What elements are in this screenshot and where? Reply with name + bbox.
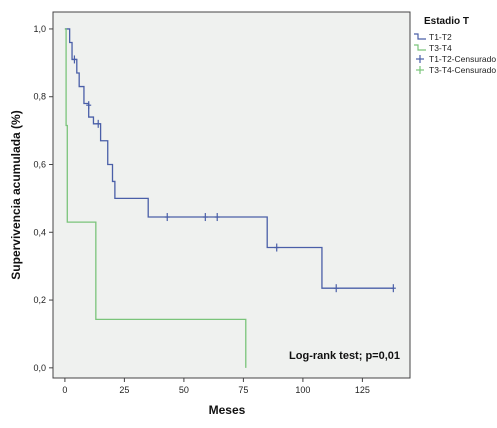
y-axis-title: Supervivencia acumulada (%) bbox=[9, 110, 23, 279]
censor-mark bbox=[86, 101, 92, 110]
y-tick-label: 0,2 bbox=[33, 295, 46, 305]
x-tick-label: 0 bbox=[62, 385, 67, 395]
censor-mark bbox=[71, 55, 77, 64]
legend-label: T3-T4 bbox=[429, 43, 452, 53]
x-tick-label: 100 bbox=[295, 385, 310, 395]
y-tick-label: 0,8 bbox=[33, 92, 46, 102]
legend-line-swatch bbox=[414, 44, 426, 51]
x-tick-label: 50 bbox=[179, 385, 189, 395]
legend-entry: T3-T4 bbox=[414, 43, 452, 53]
legend-entry: T1-T2-Censurado bbox=[416, 54, 496, 64]
x-tick-label: 125 bbox=[355, 385, 370, 395]
plot-background bbox=[52, 11, 411, 379]
log-rank-annotation: Log-rank test; p=0,01 bbox=[289, 350, 400, 362]
series-layer bbox=[64, 28, 396, 368]
censor-mark bbox=[95, 119, 101, 128]
legend-label: T1-T2 bbox=[429, 32, 452, 42]
censor-mark bbox=[202, 213, 208, 222]
legend-title: Estadio T bbox=[424, 16, 469, 27]
x-tick-label: 25 bbox=[119, 385, 129, 395]
y-tick-label: 1,0 bbox=[33, 24, 46, 34]
y-tick-label: 0,4 bbox=[33, 227, 46, 237]
legend-label: T3-T4-Censurado bbox=[429, 65, 496, 75]
y-tick-label: 0,6 bbox=[33, 160, 46, 170]
censor-mark bbox=[214, 213, 220, 222]
y-tick-label: 0,0 bbox=[33, 363, 46, 373]
censor-mark bbox=[274, 243, 280, 252]
x-axis-title: Meses bbox=[209, 403, 246, 417]
y-axis: 0,0 0,2 0,4 0,6 0,8 1,0 bbox=[33, 24, 53, 373]
series-line-t3-t4 bbox=[64, 28, 247, 368]
x-axis: 0 25 50 75 100 125 bbox=[62, 378, 370, 395]
legend-entry: T1-T2 bbox=[414, 32, 452, 42]
legend-label: T1-T2-Censurado bbox=[429, 54, 496, 64]
legend-line-swatch bbox=[414, 33, 426, 40]
legend: Estadio T T1-T2T3-T4T1-T2-CensuradoT3-T4… bbox=[414, 16, 496, 75]
censor-mark bbox=[164, 213, 170, 222]
plot-area bbox=[52, 11, 411, 379]
x-tick-label: 75 bbox=[238, 385, 248, 395]
censor-mark bbox=[333, 284, 339, 293]
censor-mark bbox=[390, 284, 396, 293]
legend-entry: T3-T4-Censurado bbox=[416, 65, 496, 75]
